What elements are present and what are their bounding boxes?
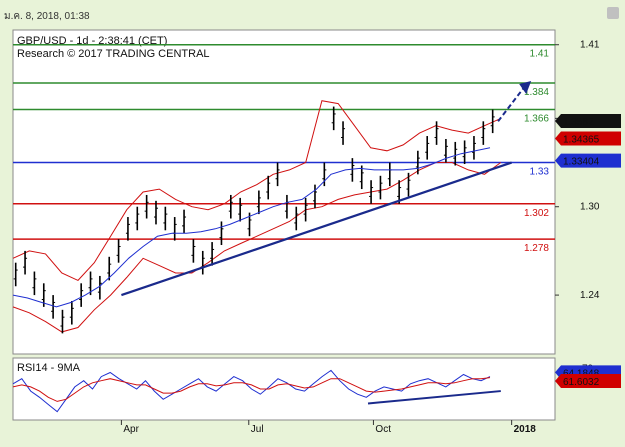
rsi-tag-label-0: 64.1848 [563, 368, 600, 379]
y-tick-label-0: 1.41 [580, 40, 600, 51]
level-label-4: 1.302 [524, 208, 549, 219]
x-tick-label-0: Apr [123, 424, 139, 435]
y-tick-label-3: 1.24 [580, 290, 600, 301]
bollinger-bands [12, 100, 502, 333]
price-tag-bg-2 [555, 153, 621, 168]
rsi-panel [12, 357, 556, 421]
price-tag-bg-1 [555, 131, 621, 146]
rsi-ma-line [12, 377, 491, 402]
band-lower-line [12, 162, 502, 333]
rsi-line [12, 369, 491, 413]
timestamp-label: ม.ค. 8, 2018, 01:38 [4, 11, 90, 22]
rsi-trendline [367, 390, 501, 405]
moving-average-line [12, 147, 491, 308]
chart-subtitle: Research © 2017 TRADING CENTRAL [17, 48, 210, 60]
uptrend-line [121, 161, 512, 297]
x-tick-label-1: Jul [251, 424, 264, 435]
level-label-3: 1.33 [530, 167, 550, 178]
level-label-2: 1.366 [524, 114, 549, 125]
rsi-tag-bg-1 [555, 374, 621, 389]
y-axis: 1.411.361.301.2470 [555, 40, 600, 374]
price-tag-label-0: 1.3582 [563, 117, 594, 128]
price-tag-label-2: 1.33404 [563, 157, 600, 168]
rsi-series [12, 369, 501, 413]
projection-arrow-head [519, 80, 532, 94]
x-tick-label-2: Oct [375, 424, 391, 435]
moving-average [12, 147, 491, 308]
price-bars [13, 106, 495, 334]
level-label-5: 1.278 [524, 243, 549, 254]
y-tick-label-2: 1.30 [580, 202, 600, 213]
band-upper-line [12, 100, 502, 282]
x-tick-label-3: 2018 [514, 424, 537, 435]
trendlines [121, 80, 532, 297]
main-panel [12, 29, 556, 355]
price-tag-label-1: 1.34365 [563, 134, 600, 145]
close-icon[interactable] [607, 7, 619, 19]
level-label-1: 1.384 [524, 87, 549, 98]
rsi-title: RSI14 - 9MA [17, 362, 81, 374]
rsi-tag-label-1: 61.6032 [563, 377, 600, 388]
x-axis: Apr Jul Oct 2018 [120, 420, 537, 435]
level-label-0: 1.41 [530, 49, 550, 60]
price-tag-bg-0 [555, 114, 621, 129]
